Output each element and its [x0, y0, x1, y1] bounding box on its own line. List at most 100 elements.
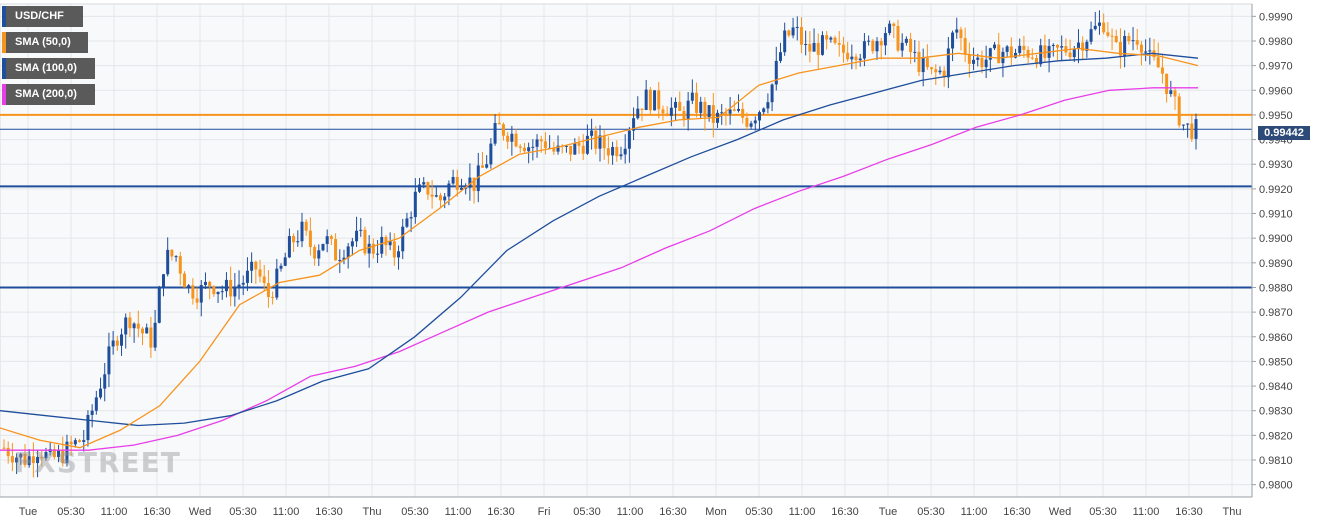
- x-tick-label: 11:00: [961, 506, 988, 518]
- candle-body: [136, 323, 140, 329]
- candle-body: [602, 135, 606, 149]
- candle-body: [1135, 40, 1139, 45]
- x-tick-label: 05:30: [745, 506, 773, 518]
- legend-item-sma50[interactable]: SMA (50,0): [2, 32, 88, 53]
- candle-body: [606, 148, 610, 156]
- candle-body: [170, 249, 174, 257]
- candle-body: [115, 340, 119, 346]
- candle-body: [900, 42, 904, 51]
- candle-body: [493, 123, 497, 144]
- candle-body: [1093, 25, 1097, 30]
- plot-area: [0, 3, 1253, 498]
- x-tick-label: Mon: [705, 506, 726, 518]
- candle-body: [1076, 42, 1080, 49]
- candle-body: [741, 108, 745, 118]
- legend-item-sma100[interactable]: SMA (100,0): [2, 58, 95, 79]
- candle-body: [858, 58, 862, 61]
- y-tick-label: 0.9990: [1259, 11, 1293, 23]
- candle-body: [997, 44, 1001, 64]
- x-tick-label: 11:00: [101, 506, 128, 518]
- x-tick-label: Tue: [19, 506, 38, 518]
- legend-swatch-sma100: [2, 58, 6, 79]
- candle-body: [527, 147, 531, 152]
- candle-body: [841, 44, 845, 53]
- candle-body: [271, 297, 275, 299]
- candle-body: [749, 123, 753, 127]
- candle-body: [543, 141, 547, 148]
- y-tick-label: 0.9800: [1259, 480, 1293, 492]
- candle-body: [653, 90, 657, 111]
- candle-body: [203, 281, 207, 286]
- x-tick-label: Wed: [1049, 506, 1071, 518]
- candle-body: [728, 109, 732, 114]
- y-tick-label: 0.9930: [1259, 159, 1293, 171]
- candle-body: [346, 246, 350, 258]
- candle-body: [342, 257, 346, 261]
- candle-body: [556, 145, 560, 152]
- candle-body: [65, 441, 69, 464]
- legend-item-sma200[interactable]: SMA (200,0): [2, 84, 95, 105]
- candle-body: [883, 33, 887, 46]
- candle-body: [245, 270, 249, 283]
- x-tick-label: 05:30: [57, 506, 85, 518]
- candle-body: [120, 334, 124, 346]
- sma200-line: [0, 87, 1198, 451]
- candle-body: [623, 148, 627, 155]
- y-tick-label: 0.9810: [1259, 455, 1293, 467]
- candle-body: [434, 195, 438, 197]
- candle-body: [409, 217, 413, 219]
- y-tick-label: 0.9860: [1259, 332, 1293, 344]
- candle-body: [955, 29, 959, 33]
- candle-body: [1068, 52, 1072, 58]
- candle-body: [1127, 36, 1131, 42]
- candle-body: [1165, 73, 1169, 94]
- candle-body: [418, 184, 422, 192]
- legend-item-usdchf[interactable]: USD/CHF: [2, 6, 83, 27]
- candle-body: [191, 285, 195, 299]
- candle-body: [216, 291, 220, 295]
- candle-body: [867, 40, 871, 42]
- candle-body: [124, 317, 128, 335]
- candle-body: [329, 236, 333, 240]
- candle-body: [422, 182, 426, 185]
- candle-body: [993, 44, 997, 49]
- legend-label-sma100: SMA (100,0): [15, 62, 77, 74]
- candle-body: [636, 108, 640, 119]
- candle-body: [762, 108, 766, 113]
- candle-body: [972, 59, 976, 64]
- candle-body: [78, 440, 82, 442]
- candle-body: [1131, 40, 1135, 42]
- candle-body: [825, 35, 829, 40]
- candle-body: [388, 241, 392, 246]
- candle-body: [195, 298, 199, 303]
- candle-body: [703, 101, 707, 118]
- candle-body: [921, 58, 925, 73]
- candle-body: [619, 154, 623, 157]
- candle-body: [1160, 67, 1164, 74]
- candle-body: [229, 279, 233, 297]
- y-tick-label: 0.9960: [1259, 85, 1293, 97]
- candle-body: [1106, 32, 1110, 36]
- legend-swatch-usdchf: [2, 6, 6, 27]
- candle-body: [355, 230, 359, 242]
- candle-body: [506, 135, 510, 142]
- candle-body: [161, 274, 165, 289]
- candle-body: [233, 286, 237, 297]
- candle-body: [627, 130, 631, 149]
- candle-body: [334, 239, 338, 261]
- x-tick-label: Thu: [363, 506, 382, 518]
- candle-body: [1026, 49, 1030, 58]
- candle-body: [795, 26, 799, 28]
- candle-body: [1022, 45, 1026, 50]
- candle-body: [304, 221, 308, 231]
- candle-body: [1123, 36, 1127, 56]
- candle-body: [938, 70, 942, 73]
- y-tick-label: 0.9850: [1259, 356, 1293, 368]
- x-tick-label: Fri: [538, 506, 551, 518]
- candle-body: [904, 38, 908, 43]
- candle-body: [539, 139, 543, 142]
- candle-body: [791, 27, 795, 36]
- candle-body: [930, 67, 934, 70]
